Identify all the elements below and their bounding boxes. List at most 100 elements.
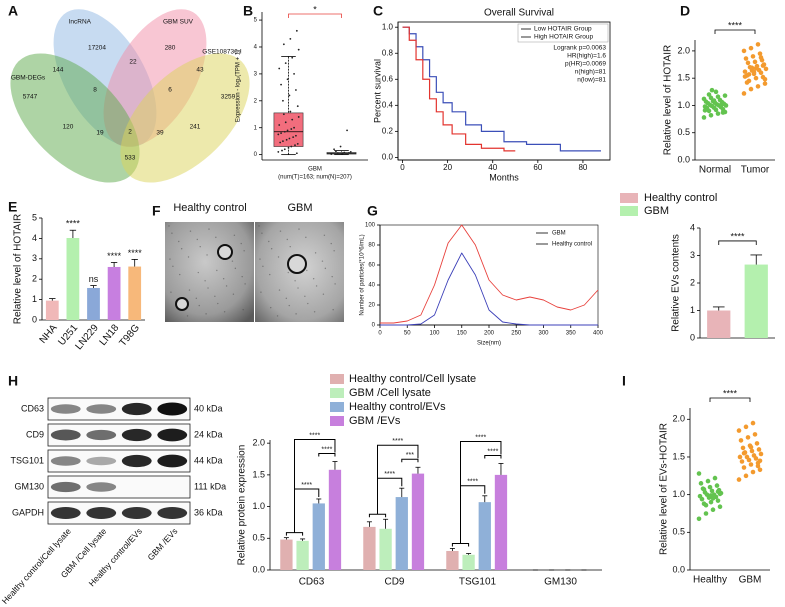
data-point bbox=[757, 467, 763, 473]
vesicle bbox=[217, 244, 233, 260]
significance-bracket bbox=[377, 477, 403, 515]
blot-band bbox=[86, 507, 117, 519]
data-point bbox=[297, 48, 300, 51]
chart-title: Overall Survival bbox=[484, 8, 554, 19]
data-point bbox=[285, 138, 288, 141]
data-point bbox=[741, 465, 747, 470]
data-point bbox=[284, 121, 287, 124]
significance-label: **** bbox=[66, 219, 81, 229]
data-point bbox=[287, 146, 290, 149]
legend-box bbox=[517, 23, 609, 43]
tem-speckle bbox=[186, 315, 189, 317]
tem-speckle bbox=[204, 280, 206, 282]
data-point bbox=[286, 129, 289, 132]
blot-band bbox=[86, 404, 117, 414]
x-tick-label: 100 bbox=[429, 331, 440, 337]
significance-bracket bbox=[377, 444, 419, 479]
size-label: 44 kDa bbox=[194, 455, 223, 465]
data-point bbox=[722, 93, 728, 98]
blot-band bbox=[121, 428, 152, 442]
bar bbox=[478, 502, 491, 570]
tem-speckle bbox=[306, 269, 308, 272]
data-point bbox=[715, 498, 721, 503]
significance-label: **** bbox=[128, 248, 143, 258]
data-point bbox=[702, 108, 708, 113]
tem-speckle bbox=[222, 278, 225, 280]
data-point bbox=[715, 111, 721, 116]
tem-speckle bbox=[286, 238, 289, 241]
data-point bbox=[755, 463, 761, 469]
y-tick-label: 5 bbox=[32, 212, 37, 222]
data-point bbox=[293, 72, 295, 75]
significance-label: **** bbox=[730, 231, 745, 241]
data-point bbox=[703, 502, 709, 508]
tem-speckle bbox=[258, 225, 260, 227]
x-axis-label: Size(nm) bbox=[477, 341, 501, 347]
venn-set bbox=[10, 53, 140, 183]
tem-speckle bbox=[334, 283, 336, 285]
bar bbox=[363, 526, 376, 570]
y-tick-label: 1.0 bbox=[672, 489, 685, 499]
data-point bbox=[742, 69, 748, 74]
venn-count: 43 bbox=[196, 67, 204, 74]
data-point bbox=[282, 113, 285, 116]
data-point bbox=[290, 128, 293, 130]
venn-count: 120 bbox=[63, 124, 74, 131]
blot-band bbox=[50, 429, 81, 441]
y-tick-label: 0.0 bbox=[672, 564, 685, 574]
blot-band bbox=[50, 507, 81, 519]
y-axis-label: Relative level of HOTAIR bbox=[663, 45, 674, 155]
legend-label: GBM /EVs bbox=[349, 415, 401, 427]
y-tick-label: 1 bbox=[32, 294, 37, 304]
y-tick-label: 80 bbox=[368, 243, 375, 249]
tem-speckle bbox=[313, 311, 316, 313]
tem-speckle bbox=[295, 313, 297, 315]
image-title: GBM bbox=[287, 202, 312, 214]
x-tick-label: 50 bbox=[404, 331, 411, 337]
tem-speckle bbox=[287, 271, 289, 274]
tem-speckle bbox=[298, 228, 300, 230]
data-point bbox=[746, 72, 752, 77]
y-tick-label: 0.0 bbox=[677, 154, 690, 164]
data-point bbox=[720, 110, 726, 115]
stat-label: HR(high)=1.6 bbox=[567, 53, 606, 60]
tem-speckle bbox=[322, 293, 325, 295]
x-tick-label: 200 bbox=[484, 331, 495, 337]
tem-speckle bbox=[268, 240, 270, 243]
data-point bbox=[755, 42, 761, 47]
tem-speckle bbox=[169, 258, 171, 260]
legend-label: Healthy control bbox=[644, 192, 717, 204]
blot-strip bbox=[47, 475, 191, 499]
blot-band bbox=[50, 481, 81, 493]
data-point bbox=[708, 493, 714, 498]
data-point bbox=[739, 459, 745, 464]
data-point bbox=[293, 126, 295, 129]
size-curve bbox=[380, 252, 598, 326]
data-point bbox=[750, 54, 756, 59]
data-point bbox=[750, 469, 756, 475]
y-tick-label: 0.0 bbox=[382, 153, 394, 162]
data-point bbox=[279, 141, 282, 144]
x-tick-label: 150 bbox=[457, 331, 468, 337]
data-point bbox=[343, 151, 346, 154]
tem-speckle bbox=[171, 232, 173, 234]
tem-speckle bbox=[198, 304, 200, 307]
panel-letter: D bbox=[680, 3, 690, 19]
data-point bbox=[748, 45, 754, 51]
venn-set bbox=[103, 9, 207, 147]
blot-band bbox=[157, 402, 188, 416]
data-point bbox=[736, 428, 742, 433]
data-point bbox=[289, 110, 292, 113]
x-tick-label: Normal bbox=[699, 165, 731, 176]
blot-band bbox=[86, 429, 117, 441]
tem-speckle bbox=[304, 295, 306, 297]
tem-speckle bbox=[330, 242, 332, 245]
protein-label: TSG101 bbox=[10, 455, 44, 465]
size-label: 111 kDa bbox=[194, 481, 226, 491]
size-curve bbox=[380, 224, 599, 324]
data-point bbox=[701, 96, 707, 102]
venn-count: 2 bbox=[128, 129, 132, 136]
data-point bbox=[282, 43, 285, 46]
